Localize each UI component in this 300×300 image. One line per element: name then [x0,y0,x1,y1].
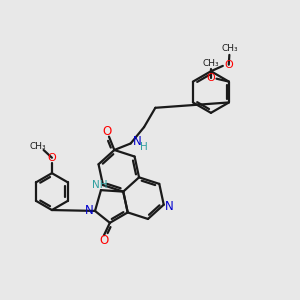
Text: O: O [103,125,112,138]
Text: CH₃: CH₃ [221,44,238,53]
Text: O: O [47,153,56,163]
Text: N: N [133,136,142,148]
Text: O: O [224,60,233,70]
Text: N: N [165,200,173,213]
Text: O: O [206,73,215,83]
Text: N: N [85,204,94,218]
Text: CH₃: CH₃ [30,142,46,151]
Text: CH₃: CH₃ [202,59,219,68]
Text: O: O [99,234,109,247]
Text: NH: NH [92,180,107,190]
Text: H: H [140,142,148,152]
